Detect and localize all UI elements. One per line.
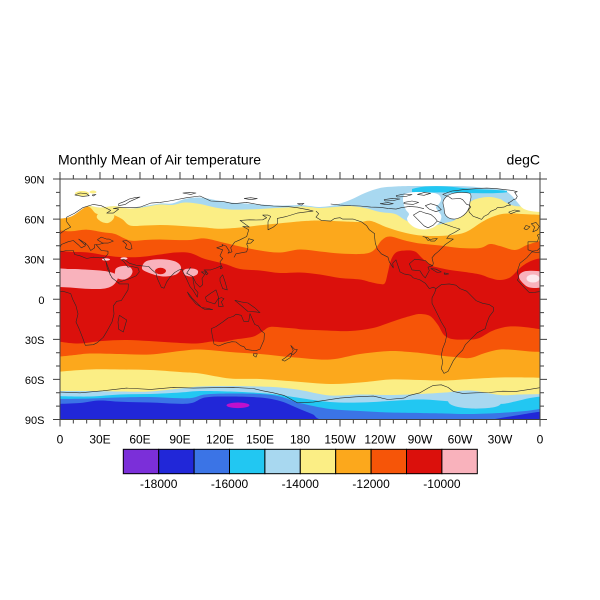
svg-text:-16000: -16000: [211, 477, 249, 491]
svg-text:150E: 150E: [246, 433, 274, 447]
svg-text:150W: 150W: [324, 433, 356, 447]
svg-text:60N: 60N: [24, 215, 44, 227]
svg-text:30N: 30N: [24, 255, 44, 267]
svg-text:120W: 120W: [364, 433, 396, 447]
svg-text:30W: 30W: [488, 433, 513, 447]
svg-text:degC: degC: [507, 152, 540, 168]
svg-text:Monthly Mean of Air temperatur: Monthly Mean of Air temperature: [58, 152, 261, 168]
svg-text:60S: 60S: [25, 375, 45, 387]
svg-text:-10000: -10000: [423, 477, 461, 491]
svg-text:60W: 60W: [448, 433, 473, 447]
svg-text:30E: 30E: [89, 433, 110, 447]
svg-text:-14000: -14000: [282, 477, 320, 491]
svg-text:90W: 90W: [408, 433, 433, 447]
svg-text:120E: 120E: [206, 433, 234, 447]
svg-text:180: 180: [290, 433, 310, 447]
svg-text:0: 0: [537, 433, 544, 447]
svg-text:60E: 60E: [129, 433, 150, 447]
svg-text:-18000: -18000: [140, 477, 178, 491]
svg-text:30S: 30S: [25, 335, 45, 347]
svg-text:90E: 90E: [169, 433, 190, 447]
svg-text:0: 0: [38, 295, 44, 307]
svg-text:-12000: -12000: [352, 477, 390, 491]
svg-text:90S: 90S: [25, 415, 45, 427]
svg-text:90N: 90N: [24, 175, 44, 187]
svg-text:0: 0: [57, 433, 64, 447]
